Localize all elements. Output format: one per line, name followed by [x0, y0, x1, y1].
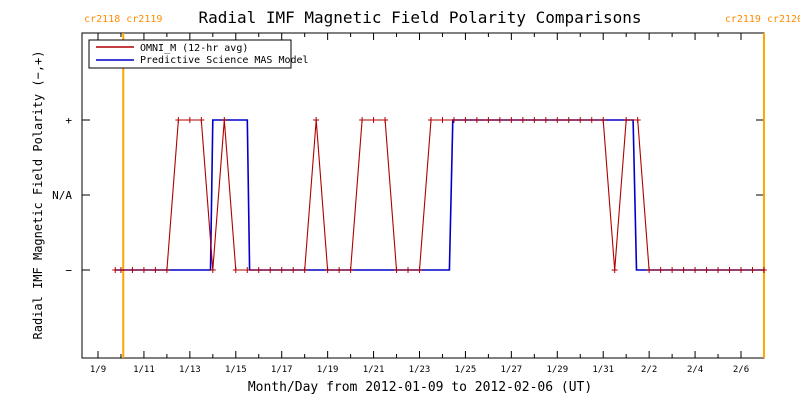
- data-point: [760, 267, 767, 273]
- data-point: [405, 267, 412, 273]
- data-point: [462, 117, 469, 123]
- data-point: [255, 267, 262, 273]
- data-point: [600, 117, 607, 123]
- x-tick-label: 1/11: [133, 365, 155, 375]
- data-point: [175, 117, 182, 123]
- data-point: [359, 117, 366, 123]
- y-tick-label: N/A: [52, 189, 72, 202]
- data-point: [129, 267, 136, 273]
- data-point: [382, 117, 389, 123]
- x-tick-label: 1/9: [90, 365, 106, 375]
- data-point: [301, 267, 308, 273]
- data-point: [680, 267, 687, 273]
- data-point: [450, 117, 457, 123]
- data-point: [508, 117, 515, 123]
- legend: OMNI_M (12-hr avg) Predictive Science MA…: [88, 39, 309, 69]
- data-point: [531, 117, 538, 123]
- data-point: [427, 117, 434, 123]
- data-point: [565, 117, 572, 123]
- data-point: [393, 267, 400, 273]
- data-point: [439, 117, 446, 123]
- legend-label-mas: Predictive Science MAS Model: [140, 55, 309, 66]
- data-point: [152, 267, 159, 273]
- data-point: [140, 267, 147, 273]
- data-point: [198, 117, 205, 123]
- carrington-label: cr2119 cr2120: [725, 14, 800, 25]
- x-tick-label: 1/31: [592, 365, 614, 375]
- data-point: [336, 267, 343, 273]
- x-tick-label: 2/6: [733, 365, 749, 375]
- data-point: [324, 267, 331, 273]
- data-point: [657, 267, 664, 273]
- axes: 1/9 1/11 1/13 1/15 1/17 1/19 1/21 1/23 1/25 1/27 1…: [52, 33, 765, 375]
- data-point: [313, 117, 320, 123]
- data-point: [244, 267, 251, 273]
- data-point: [485, 117, 492, 123]
- data-point: [112, 267, 119, 273]
- data-point: [163, 267, 170, 273]
- data-point: [473, 117, 480, 123]
- data-point: [738, 267, 744, 273]
- carrington-label: cr2118 cr2119: [84, 14, 162, 25]
- plot-frame: [81, 32, 765, 359]
- data-point: [290, 267, 297, 273]
- data-point: [117, 267, 124, 273]
- x-tick-label: 1/23: [409, 365, 431, 375]
- x-tick-label: 2/4: [687, 365, 703, 375]
- data-point: [623, 117, 630, 123]
- data-point: [669, 267, 676, 273]
- y-tick-label: +: [65, 114, 72, 127]
- x-tick-label: 1/29: [546, 365, 568, 375]
- x-tick-label: 1/17: [271, 365, 293, 375]
- data-point: [542, 117, 549, 123]
- x-tick-label: 1/27: [501, 365, 523, 375]
- data-point: [278, 267, 285, 273]
- data-point: [577, 117, 584, 123]
- series-line: [115, 119, 764, 271]
- x-tick-label: 1/25: [455, 365, 477, 375]
- legend-label-omni: OMNI_M (12-hr avg): [140, 43, 248, 54]
- data-point: [370, 117, 377, 123]
- data-point: [209, 267, 216, 273]
- data-point: [749, 267, 756, 273]
- data-point: [232, 267, 239, 273]
- data-point: [703, 267, 710, 273]
- data-point: [646, 267, 653, 273]
- data-point: [634, 117, 641, 123]
- x-tick-label: 1/13: [179, 365, 201, 375]
- legend-box: [88, 39, 292, 69]
- data-point: [715, 267, 722, 273]
- carrington-markers: cr2118 cr2119 cr2119 cr2120: [84, 14, 800, 358]
- x-tick-label: 1/21: [363, 365, 385, 375]
- data-point: [588, 117, 595, 123]
- data-point: [416, 267, 423, 273]
- data-point: [726, 267, 733, 273]
- series-layer: [112, 117, 767, 273]
- x-axis-label: Month/Day from 2012-01-09 to 2012-02-06 …: [248, 380, 592, 395]
- y-tick-label: −: [65, 264, 72, 277]
- data-point: [554, 117, 561, 123]
- data-point: [347, 267, 354, 273]
- data-point: [496, 117, 503, 123]
- data-point: [692, 267, 699, 273]
- chart-title: Radial IMF Magnetic Field Polarity Compa…: [198, 8, 641, 27]
- data-point: [221, 117, 228, 123]
- x-tick-label: 1/15: [225, 365, 247, 375]
- data-point: [267, 267, 274, 273]
- data-point: [611, 267, 618, 273]
- data-point: [519, 117, 526, 123]
- series-line: [115, 119, 764, 271]
- x-tick-label: 1/19: [317, 365, 339, 375]
- x-tick-label: 2/2: [641, 365, 657, 375]
- data-point: [186, 117, 193, 123]
- y-axis-label: Radial IMF Magnetic Field Polarity (−,+): [31, 51, 45, 340]
